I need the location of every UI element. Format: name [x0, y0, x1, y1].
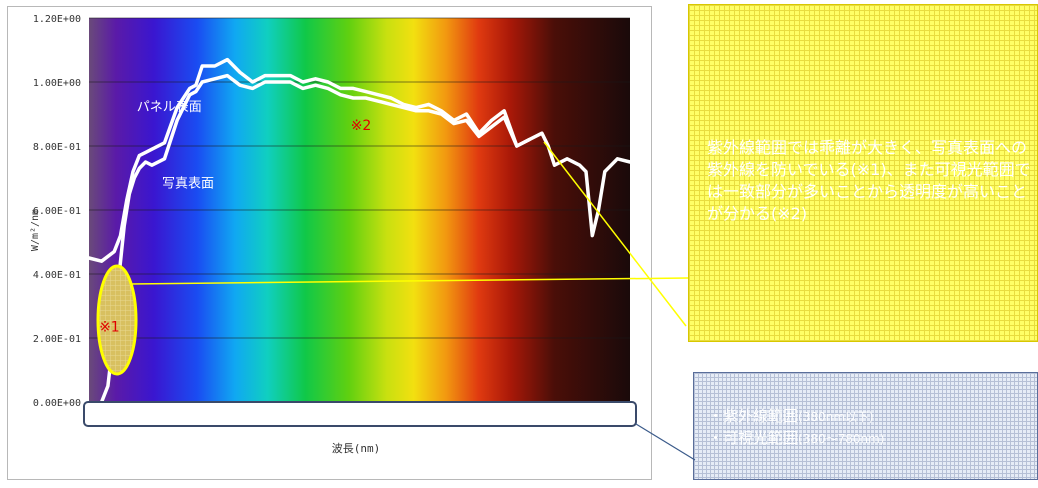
- y-tick-label: 1.20E+00: [33, 14, 81, 25]
- y-tick-label: 6.00E-01: [33, 206, 81, 217]
- x-tick-label: 360nm: [74, 410, 104, 421]
- y-axis-label: W/m²/nm: [30, 209, 41, 251]
- x-tick-label: 760nm: [577, 410, 607, 421]
- y-tick-label: 4.00E-01: [33, 270, 81, 281]
- x-axis-label: 波長(nm): [332, 442, 381, 455]
- x-tick-labels: 360nm 410nm 460nm 510nm 560nm 610nm 660nm 710nm…: [74, 410, 607, 421]
- x-tick-label: 560nm: [326, 410, 356, 421]
- grid-layer: [88, 17, 631, 406]
- uv-range-highlight: [96, 264, 138, 376]
- note-marker-1: ※1: [99, 320, 120, 336]
- x-tick-label: 610nm: [388, 410, 418, 421]
- spectral-irradiance-chart: 0.00E+00 2.00E-01 4.00E-01 6.00E-01 8.00E-01…: [30, 14, 637, 455]
- uv-range-detail: (380nm以下): [798, 410, 874, 424]
- x-tick-label: 510nm: [263, 410, 293, 421]
- y-tick-label: 8.00E-01: [33, 142, 81, 153]
- visible-range-detail: (380～780nm): [798, 432, 885, 446]
- note-marker-2: ※2: [351, 118, 372, 134]
- uv-range-line: ・紫外線範囲(380nm以下): [708, 405, 874, 426]
- y-tick-label: 2.00E-01: [33, 334, 81, 345]
- visible-range-label: ・可視光範囲: [708, 429, 799, 447]
- x-tick-label: 410nm: [137, 410, 167, 421]
- x-tick-label: 460nm: [200, 410, 230, 421]
- x-axis-bracket: [83, 401, 637, 427]
- x-tick-label: 660nm: [451, 410, 481, 421]
- y-tick-labels: 0.00E+00 2.00E-01 4.00E-01 6.00E-01 8.00E-01…: [33, 14, 81, 409]
- series-line-2: [99, 73, 532, 404]
- y-tick-label: 1.00E+00: [33, 78, 81, 89]
- transparency-note-text: 紫外線範囲では乖離が大きく、写真表面への紫外線を防いでいる(※1)、また可視光範…: [707, 138, 1031, 223]
- uv-range-label: ・紫外線範囲: [708, 407, 799, 425]
- wavelength-ranges-callout: ・紫外線範囲(380nm以下) ・可視光範囲(380～780nm): [693, 372, 1038, 480]
- series-annotation-4: 写真表面: [162, 177, 214, 192]
- series-annotation-3: パネル表面: [137, 100, 202, 115]
- x-tick-label: 710nm: [514, 410, 544, 421]
- visible-range-line: ・可視光範囲(380～780nm): [708, 427, 884, 448]
- transparency-note-callout: 紫外線範囲では乖離が大きく、写真表面への紫外線を防いでいる(※1)、また可視光範…: [688, 4, 1038, 342]
- y-tick-label: 0.00E+00: [33, 398, 81, 409]
